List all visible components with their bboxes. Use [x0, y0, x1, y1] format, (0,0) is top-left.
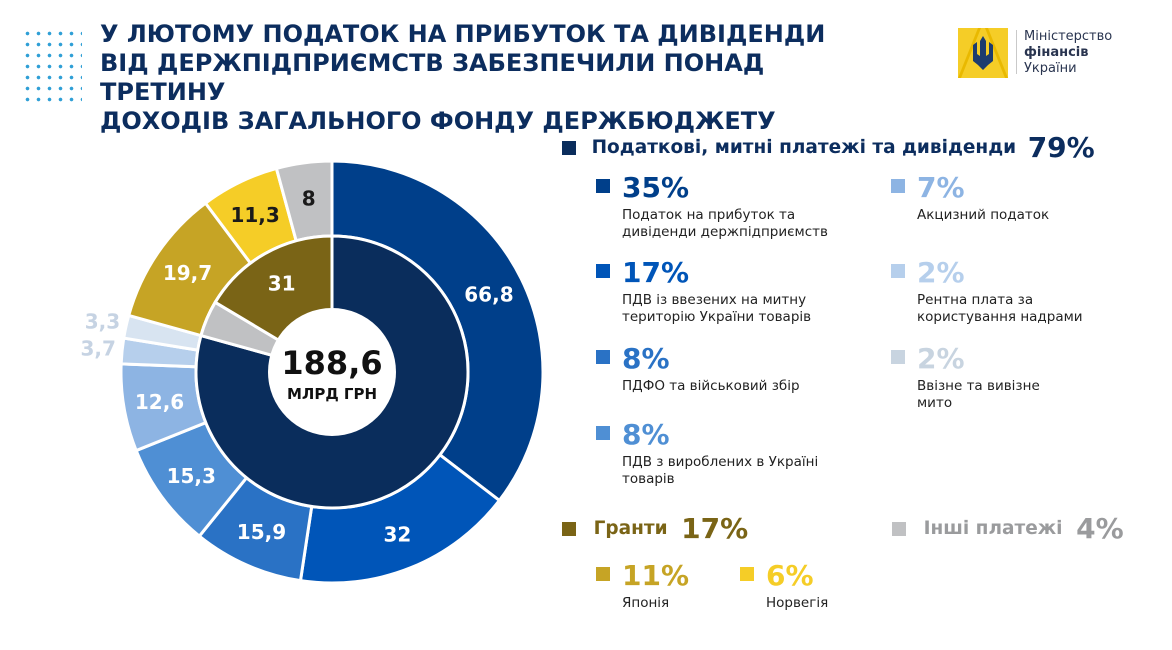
donut-slice-label: 12,6 [135, 390, 184, 414]
legend-label: ПДВ з вироблених в Україні товарів [622, 454, 819, 487]
legend-label: Акцизний податок [917, 207, 1050, 223]
legend-swatch [596, 264, 610, 278]
legend-item: 35% Податок на прибуток та дивіденди дер… [596, 173, 856, 241]
legend-pct: 11% [622, 559, 690, 592]
legend-tax-swatch [562, 140, 576, 155]
decorative-dots [22, 28, 82, 103]
legend-label: Рентна плата за користування надрами [917, 292, 1083, 325]
logo-line-1: Міністерство [1024, 29, 1113, 44]
legend-item: 6% Норвегія [740, 561, 828, 612]
legend-label: ПДФО та військовий збір [622, 378, 800, 394]
title-line-2: ВІД ДЕРЖПІДПРИЄМСТВ ЗАБЕЗПЕЧИЛИ ПОНАД ТР… [100, 49, 765, 106]
legend-tax-pct: 79% [1027, 131, 1095, 164]
legend-tax-title: Податкові, митні платежі та дивіденди [591, 137, 1017, 158]
legend-grants-swatch [562, 521, 576, 536]
donut-chart: 66,8 32 15,9 15,3 12,6 3,7 3,3 19,7 11,3 8 31 188,6… [80, 159, 545, 585]
donut-slice-label: 31 [268, 271, 296, 295]
legend-other-title: Інші платежі [923, 518, 1063, 539]
logo-line-2: фінансів [1024, 45, 1089, 60]
trident-emblem-icon [958, 28, 1008, 78]
legend-other-swatch [892, 521, 906, 536]
legend-swatch [891, 264, 905, 278]
page-title: У ЛЮТОМУ ПОДАТОК НА ПРИБУТОК ТА ДИВІДЕНД… [100, 20, 880, 136]
donut-center [268, 308, 396, 436]
legend-item: 11% Японія [596, 561, 689, 612]
legend-swatch [891, 179, 905, 193]
legend-label: Ввізне та вивізне мито [917, 378, 1040, 411]
legend-swatch [596, 179, 610, 193]
donut-slice-label: 15,9 [237, 520, 286, 544]
legend-pct: 35% [622, 171, 690, 204]
legend-swatch [891, 350, 905, 364]
legend-label: Японія [622, 595, 670, 611]
ministry-logo: Міністерство фінансів України [958, 28, 1148, 80]
legend-swatch [596, 426, 610, 440]
legend-item: 2% Рентна плата за користування надрами [891, 258, 1141, 326]
legend-item: 7% Акцизний податок [891, 173, 1141, 224]
legend-label: Податок на прибуток та дивіденди держпід… [622, 207, 828, 240]
legend-swatch [596, 350, 610, 364]
legend-item: 8% ПДВ з вироблених в Україні товарів [596, 420, 856, 488]
donut-slice-label: 32 [383, 522, 411, 546]
donut-slice-label: 3,7 [80, 337, 115, 361]
legend-item: 2% Ввізне та вивізне мито [891, 344, 1141, 412]
legend-pct: 2% [917, 256, 965, 289]
legend-tax-header: Податкові, митні платежі та дивіденди 79… [562, 131, 1095, 164]
legend-swatch [596, 567, 610, 581]
legend-grants-header: Гранти 17% [562, 512, 748, 545]
donut-slice-label: 3,3 [85, 310, 120, 334]
legend-label: Норвегія [766, 595, 829, 611]
legend-label: ПДВ із ввезених на митну територію Украї… [622, 292, 812, 325]
donut-slice-label: 11,3 [230, 203, 279, 227]
logo-line-3: України [1024, 61, 1077, 76]
title-line-1: У ЛЮТОМУ ПОДАТОК НА ПРИБУТОК ТА ДИВІДЕНД… [100, 20, 826, 48]
donut-slice-label: 66,8 [464, 283, 513, 307]
legend-item: 8% ПДФО та військовий збір [596, 344, 856, 395]
legend-grants-title: Гранти [593, 518, 668, 539]
logo-separator [1016, 30, 1017, 74]
legend-other-pct: 4% [1076, 512, 1124, 545]
legend-pct: 2% [917, 342, 965, 375]
donut-slice-label: 15,3 [167, 464, 216, 488]
legend-grants-pct: 17% [681, 512, 749, 545]
legend-pct: 17% [622, 256, 690, 289]
donut-slice-label: 19,7 [163, 261, 212, 285]
legend-other-header: Інші платежі 4% [892, 512, 1124, 545]
donut-center-unit: МЛРД ГРН [287, 385, 377, 403]
legend-pct: 8% [622, 418, 670, 451]
legend-pct: 8% [622, 342, 670, 375]
legend-pct: 6% [766, 559, 814, 592]
legend-swatch [740, 567, 754, 581]
legend-item: 17% ПДВ із ввезених на митну територію У… [596, 258, 856, 326]
donut-slice-label: 8 [302, 187, 316, 211]
title-line-3: ДОХОДІВ ЗАГАЛЬНОГО ФОНДУ ДЕРЖБЮДЖЕТУ [100, 107, 776, 135]
donut-center-value: 188,6 [281, 344, 382, 382]
legend-pct: 7% [917, 171, 965, 204]
